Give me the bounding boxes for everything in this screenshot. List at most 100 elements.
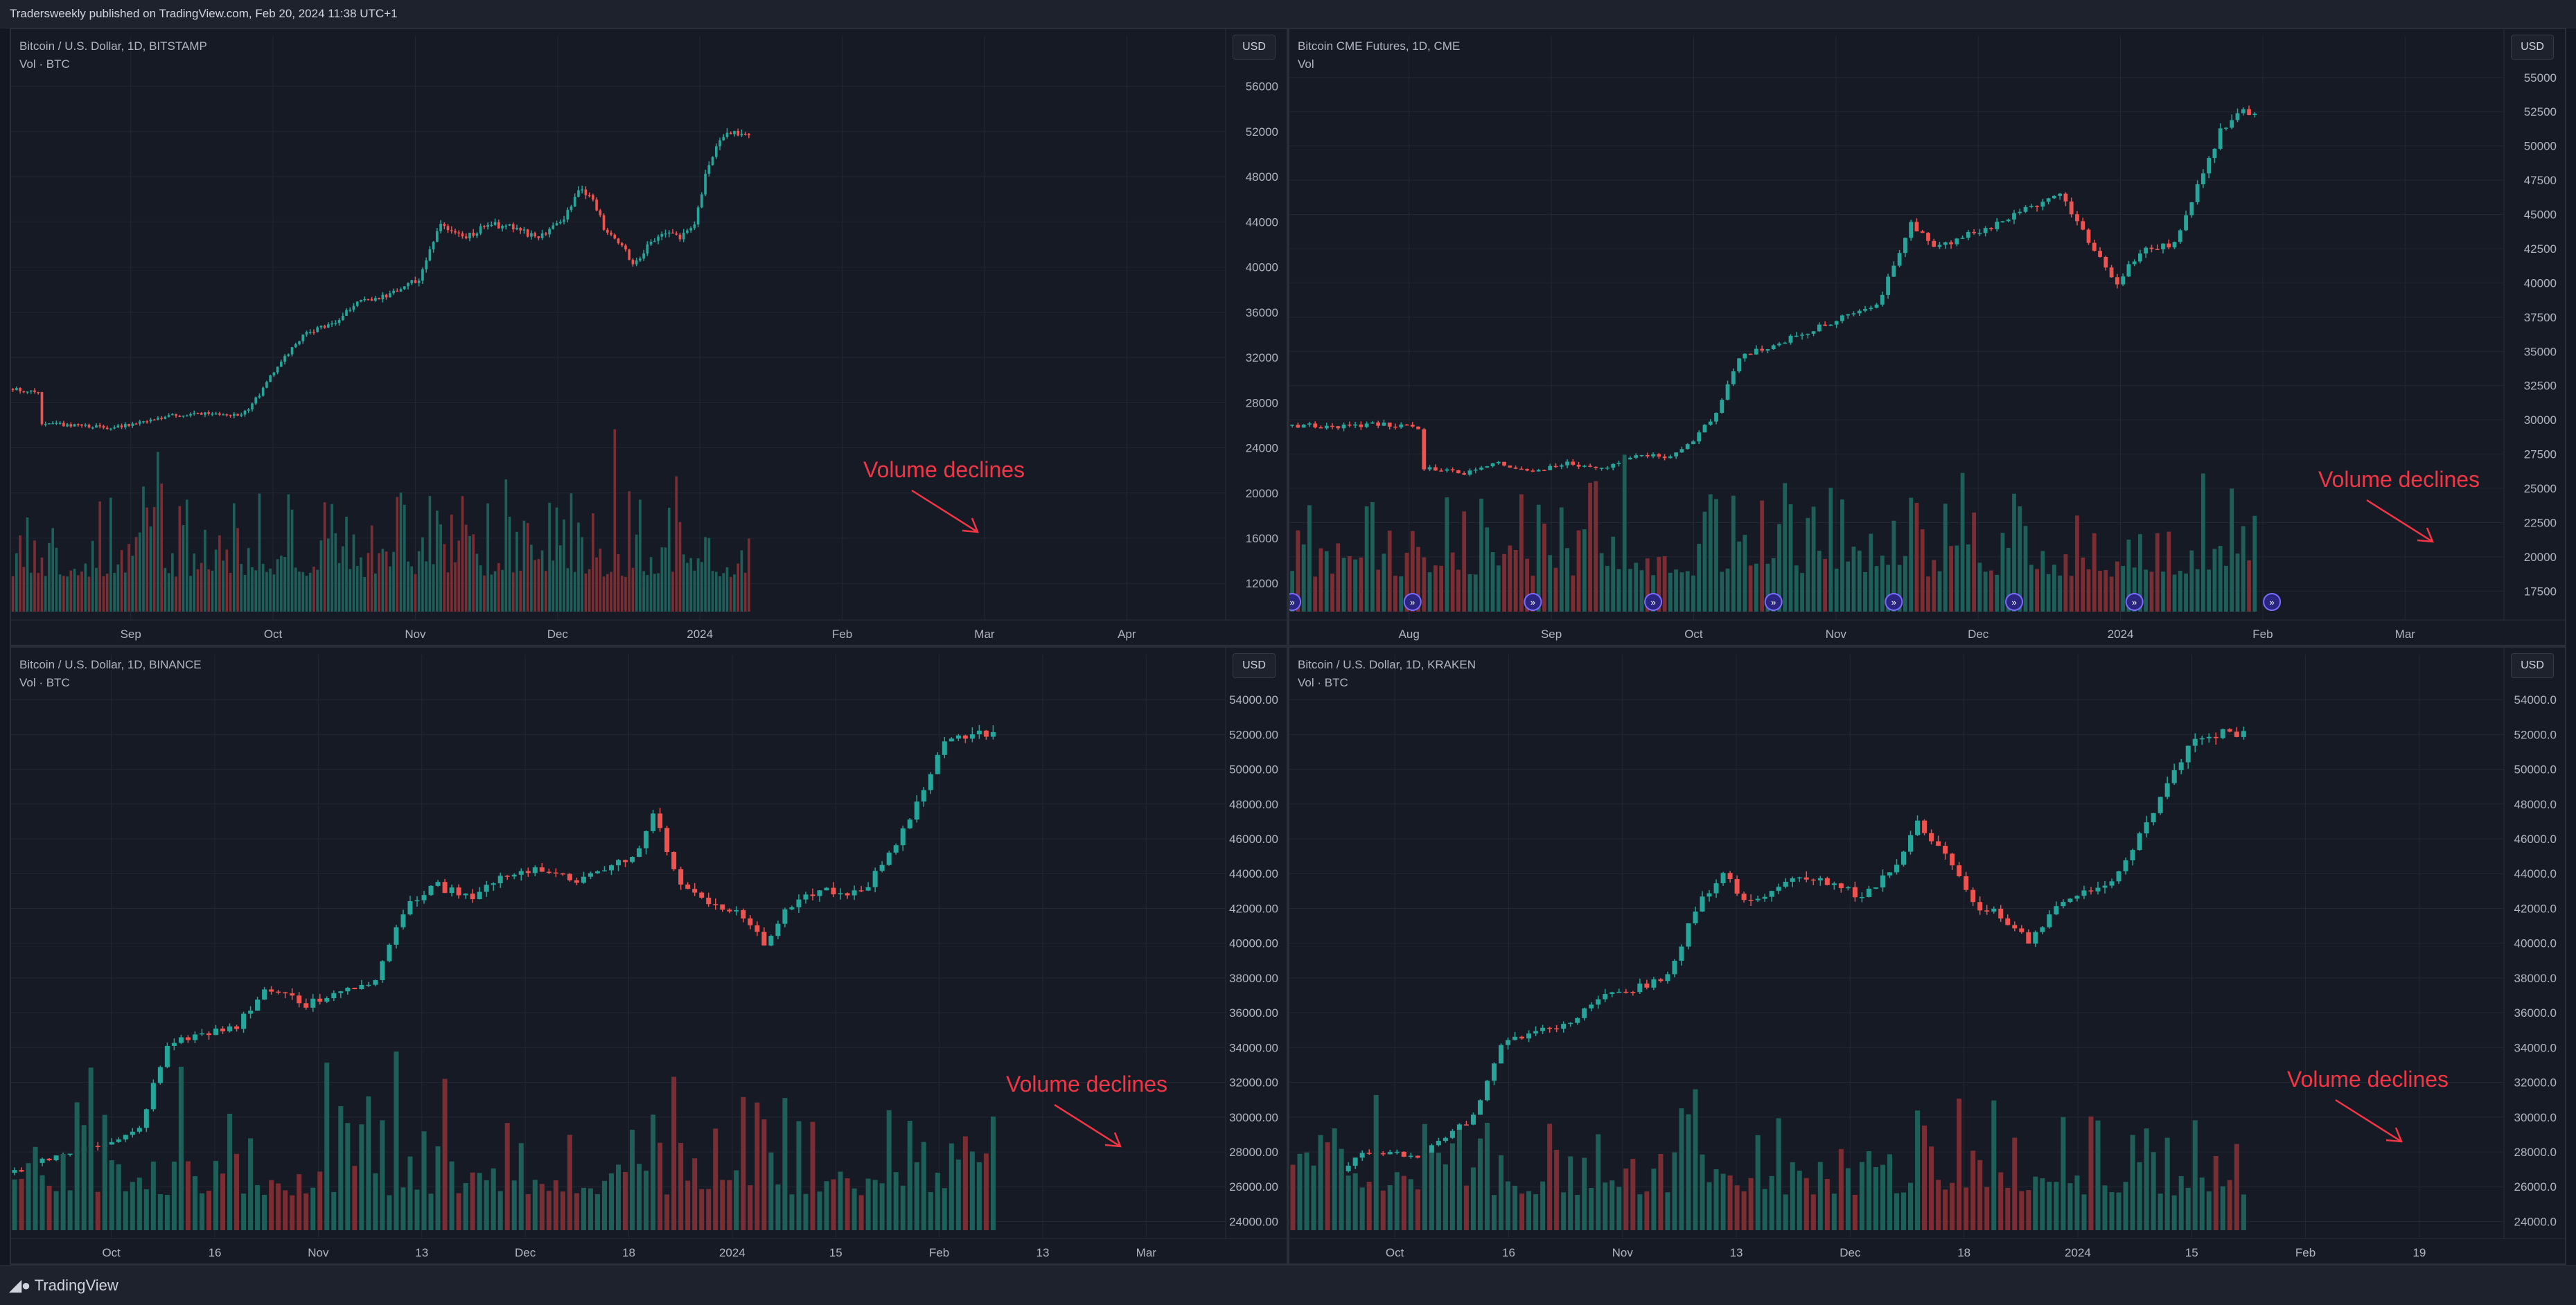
tradingview-logo-icon: ◢● [10,1277,31,1294]
volume-bar [414,1189,420,1230]
symbol-title[interactable]: Bitcoin CME Futures, 1D, CME [1298,39,1461,53]
candle-up [157,418,159,420]
candle-up [2023,206,2028,212]
volume-bar [2144,569,2149,612]
volume-bar [1794,565,1799,612]
volume-bar [789,1194,795,1230]
volume-bar [1943,504,1948,612]
chart-canvas[interactable]: 54000.00 52000.00 50000.00 48000.00 46000.00… [11,648,1288,1265]
volume-bar [443,544,446,612]
candle-up [1700,896,1705,912]
volume-bar [247,548,250,612]
volume-bar [990,1116,996,1230]
volume-bar [720,1180,725,1230]
candle-down [95,1146,100,1147]
symbol-title[interactable]: Bitcoin / U.S. Dollar, 1D, BITSTAMP [19,39,207,53]
candle-down [19,388,21,391]
candle-down [2109,267,2114,278]
chart-canvas[interactable]: 54000.0 52000.0 50000.0 48000.0 46000.0 44000… [1289,648,2566,1265]
symbol-title[interactable]: Bitcoin / U.S. Dollar, 1D, BINANCE [19,658,202,671]
candle-up [410,280,414,283]
chart-canvas[interactable]: 56000 52000 48000 44000 40000 36000 32000 28000… [11,29,1288,646]
volume-bar [1668,572,1673,612]
volume-bar [136,1178,142,1230]
volume-bar [1382,553,1386,612]
currency-button[interactable]: USD [2511,653,2554,678]
candle-up [1533,1031,1539,1033]
volume-legend[interactable]: Vol · BTC [1298,676,1348,689]
volume-bar [675,476,678,612]
volume-bar [646,575,649,612]
volume-bar [2234,1144,2239,1230]
volume-bar [522,520,526,612]
candle-down [145,421,149,423]
candle-down [628,249,631,260]
volume-bar [1496,565,1501,612]
candle-down [706,897,712,905]
volume-bar [1582,1157,1587,1230]
volume-legend[interactable]: Vol · BTC [19,676,70,689]
chart-canvas[interactable]: 55000 52500 50000 47500 45000 42500 40000 37500… [1289,29,2566,646]
candle-up [2189,202,2194,215]
volume-bar [2067,1183,2073,1230]
candle-down [1508,465,1512,468]
volume-bar [1657,557,1661,612]
volume-bar [1301,544,1306,612]
volume-bar [2123,1182,2128,1230]
candle-up [316,327,319,332]
volume-bar [484,1180,489,1230]
volume-bar [48,542,51,612]
volume-bar [385,551,388,612]
candle-up [44,423,47,425]
volume-bar [2144,1128,2149,1230]
candle-up [555,223,558,226]
volume-bar [1966,544,1970,612]
candle-up [341,315,344,321]
candle-down [1439,470,1444,472]
volume-bar [1547,1124,1553,1230]
candle-up [123,1135,128,1139]
candle-down [396,290,399,292]
volume-bar [581,1187,586,1230]
chart-panel-cme[interactable]: 55000 52500 50000 47500 45000 42500 40000 37500… [1288,28,2566,646]
volume-bar [1776,1118,1781,1230]
candle-up [644,831,649,849]
chart-panel-binance[interactable]: 54000.00 52000.00 50000.00 48000.00 46000.00… [10,646,1288,1265]
volume-bar [1894,1193,1900,1230]
tradingview-brand[interactable]: ◢● TradingView [10,1277,118,1295]
currency-button[interactable]: USD [2511,35,2554,60]
chart-panel-kraken[interactable]: 54000.0 52000.0 50000.0 48000.0 46000.0 44000… [1288,646,2566,1265]
candle-up [689,228,692,231]
currency-button[interactable]: USD [1233,653,1276,678]
price-tick-label: 27500 [2524,448,2557,461]
volume-bar [649,557,653,612]
candle-up [360,299,362,302]
candle-up [714,146,718,157]
volume-legend[interactable]: Vol [1298,57,1314,71]
candle-up [1737,358,1742,372]
volume-bar [2088,1116,2094,1230]
currency-button[interactable]: USD [1233,35,1276,60]
symbol-title[interactable]: Bitcoin / U.S. Dollar, 1D, KRAKEN [1298,658,1476,671]
candle-down [1463,1124,1469,1126]
volume-bar [644,1171,649,1230]
volume-bar [1788,504,1793,612]
volume-bar [1790,1162,1795,1230]
volume-bar [623,1171,628,1230]
candle-down [1359,424,1364,427]
candle-down [1926,233,1930,241]
candle-up [2199,738,2205,740]
candle-up [243,410,247,415]
volume-bar [324,1063,330,1230]
volume-bar [1797,1171,1802,1230]
volume-bar [436,511,439,612]
volume-bar [73,569,76,612]
candle-up [136,1128,142,1132]
candle-down [748,918,753,925]
candle-down [40,392,44,425]
candle-up [1346,1165,1351,1171]
volume-bar [574,1193,579,1230]
candle-up [660,233,664,237]
volume-legend[interactable]: Vol · BTC [19,57,70,71]
chart-panel-bitstamp[interactable]: 56000 52000 48000 44000 40000 36000 32000 28000… [10,28,1288,646]
